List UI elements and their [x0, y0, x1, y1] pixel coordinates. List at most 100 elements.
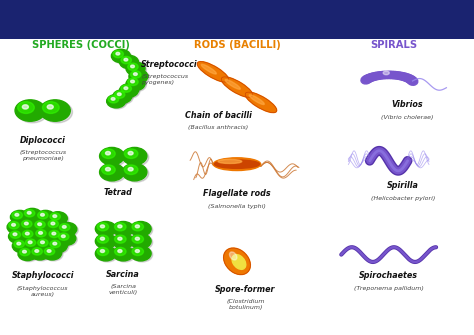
Circle shape: [30, 247, 49, 260]
Circle shape: [19, 248, 30, 256]
Circle shape: [95, 246, 116, 261]
Circle shape: [119, 84, 138, 97]
Ellipse shape: [407, 77, 418, 85]
Circle shape: [12, 211, 22, 219]
Circle shape: [130, 71, 141, 78]
Circle shape: [15, 213, 19, 216]
Circle shape: [24, 209, 43, 223]
Circle shape: [113, 246, 134, 261]
Circle shape: [33, 220, 52, 233]
Ellipse shape: [362, 77, 371, 82]
Text: (Helicobacter pylori): (Helicobacter pylori): [371, 196, 435, 201]
Circle shape: [10, 210, 29, 224]
Circle shape: [41, 213, 45, 216]
Circle shape: [100, 250, 105, 253]
Text: Vibrios: Vibrios: [392, 100, 423, 109]
Circle shape: [36, 229, 55, 243]
Circle shape: [53, 242, 57, 245]
Circle shape: [49, 230, 68, 244]
Circle shape: [124, 165, 138, 175]
Circle shape: [46, 219, 65, 232]
Circle shape: [132, 235, 153, 250]
Circle shape: [14, 240, 33, 254]
Circle shape: [19, 248, 38, 262]
Circle shape: [12, 211, 31, 225]
Circle shape: [35, 221, 45, 228]
Ellipse shape: [406, 76, 417, 84]
Circle shape: [132, 222, 153, 237]
Circle shape: [113, 50, 123, 58]
Circle shape: [35, 250, 39, 252]
Circle shape: [121, 85, 140, 98]
Circle shape: [47, 229, 66, 243]
Ellipse shape: [364, 74, 375, 82]
Circle shape: [130, 246, 151, 261]
Circle shape: [36, 238, 55, 251]
Circle shape: [9, 230, 27, 243]
Circle shape: [47, 250, 51, 252]
Circle shape: [132, 235, 144, 243]
Circle shape: [126, 62, 145, 75]
Ellipse shape: [389, 71, 401, 79]
Circle shape: [37, 211, 56, 225]
Circle shape: [128, 151, 133, 155]
Text: Flagellate rods: Flagellate rods: [203, 189, 271, 198]
Circle shape: [58, 233, 69, 240]
Circle shape: [37, 239, 56, 252]
Text: (Salmonella typhi): (Salmonella typhi): [208, 204, 266, 209]
Circle shape: [124, 58, 128, 61]
Circle shape: [10, 231, 29, 244]
Circle shape: [128, 63, 146, 76]
Circle shape: [49, 230, 59, 238]
Circle shape: [59, 223, 78, 237]
Circle shape: [47, 105, 53, 109]
Circle shape: [101, 149, 115, 158]
Circle shape: [43, 102, 59, 114]
Ellipse shape: [383, 71, 395, 79]
Ellipse shape: [197, 62, 229, 82]
Circle shape: [130, 234, 151, 249]
Ellipse shape: [383, 71, 389, 75]
Circle shape: [23, 208, 42, 222]
Circle shape: [122, 147, 147, 165]
Ellipse shape: [214, 160, 259, 169]
Circle shape: [50, 240, 69, 254]
Circle shape: [32, 248, 42, 255]
Circle shape: [124, 149, 138, 158]
Circle shape: [101, 165, 115, 175]
Circle shape: [100, 147, 124, 165]
Ellipse shape: [224, 248, 250, 275]
Ellipse shape: [392, 72, 404, 79]
Text: Staphylococci: Staphylococci: [11, 271, 74, 280]
Circle shape: [101, 165, 126, 182]
Circle shape: [116, 52, 120, 55]
Circle shape: [48, 212, 67, 225]
Circle shape: [23, 250, 27, 253]
Text: RODS (BACILLI): RODS (BACILLI): [193, 40, 281, 50]
Circle shape: [21, 229, 40, 243]
Ellipse shape: [400, 73, 411, 81]
Ellipse shape: [221, 77, 253, 97]
Text: Spirochaetes: Spirochaetes: [359, 271, 418, 280]
Circle shape: [25, 222, 28, 225]
Circle shape: [35, 221, 54, 234]
Circle shape: [27, 211, 31, 214]
Circle shape: [111, 49, 130, 63]
Text: (Staphylococcus
aureus): (Staphylococcus aureus): [17, 286, 68, 297]
Circle shape: [59, 223, 70, 231]
Circle shape: [121, 56, 131, 64]
Circle shape: [20, 219, 39, 232]
Circle shape: [25, 239, 36, 246]
Circle shape: [115, 235, 126, 243]
Circle shape: [12, 223, 16, 226]
Circle shape: [43, 247, 62, 260]
Ellipse shape: [404, 75, 415, 83]
Circle shape: [108, 95, 127, 109]
Circle shape: [132, 247, 153, 262]
Ellipse shape: [229, 252, 237, 260]
Text: (Clostridium
botulinum): (Clostridium botulinum): [226, 299, 265, 310]
Circle shape: [131, 65, 135, 68]
Circle shape: [106, 168, 110, 171]
Circle shape: [21, 220, 32, 227]
Circle shape: [111, 97, 115, 100]
